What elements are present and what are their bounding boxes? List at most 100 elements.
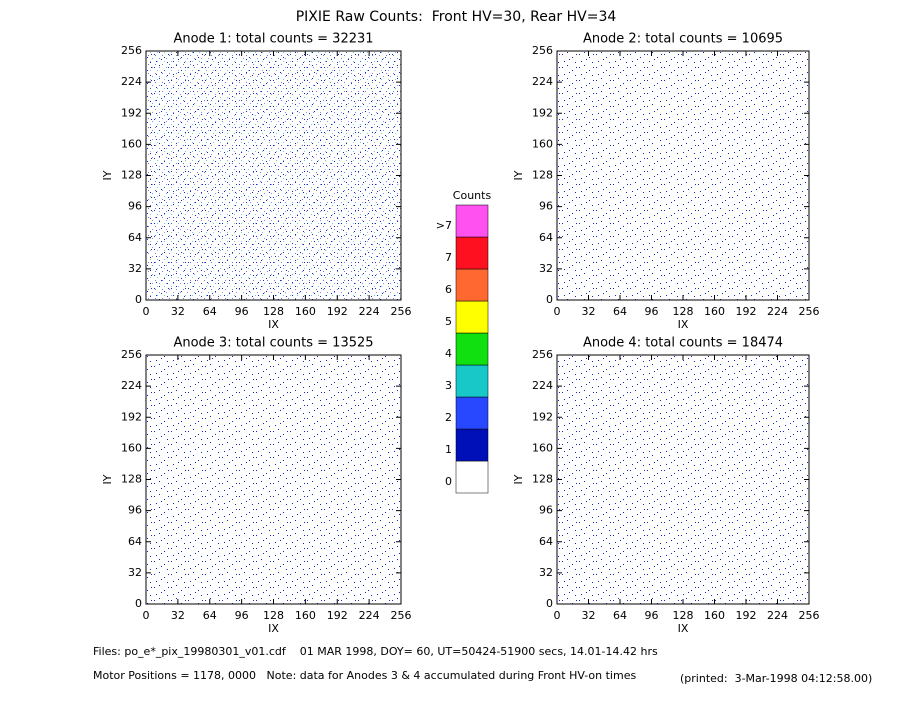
x-tick-label: 192 — [327, 305, 348, 318]
y-tick-label: 96 — [539, 504, 553, 517]
colorbar-label: 6 — [445, 283, 452, 296]
x-axis-label: IX — [268, 622, 279, 635]
x-tick-label: 224 — [359, 609, 380, 622]
x-tick-label: 64 — [203, 305, 217, 318]
colorbar-swatch — [455, 204, 489, 238]
x-tick-label: 192 — [736, 305, 757, 318]
x-tick-label: 256 — [799, 305, 820, 318]
y-tick-label: 32 — [539, 566, 553, 579]
footer-files: Files: po_e*_pix_19980301_v01.cdf 01 MAR… — [93, 645, 658, 658]
y-tick-label: 256 — [121, 44, 142, 57]
x-tick-label: 160 — [295, 609, 316, 622]
colorbar-label: 4 — [445, 347, 452, 360]
panel-title: Anode 4: total counts = 18474 — [583, 336, 783, 351]
x-tick-label: 256 — [391, 609, 412, 622]
x-tick-label: 128 — [263, 305, 284, 318]
panel-title: Anode 1: total counts = 32231 — [173, 32, 373, 47]
x-tick-label: 32 — [171, 609, 185, 622]
x-tick-label: 128 — [673, 305, 694, 318]
x-tick-label: 96 — [235, 305, 249, 318]
x-tick-label: 256 — [799, 609, 820, 622]
colorbar-swatch — [455, 300, 489, 334]
y-tick-label: 0 — [135, 597, 142, 610]
y-axis-label: IY — [101, 170, 114, 180]
y-tick-label: 32 — [128, 262, 142, 275]
colorbar-swatch — [455, 268, 489, 302]
x-tick-label: 224 — [359, 305, 380, 318]
y-tick-label: 192 — [532, 410, 553, 423]
colorbar-swatch — [455, 332, 489, 366]
count-texture — [557, 51, 809, 300]
x-tick-label: 128 — [263, 609, 284, 622]
x-axis-label: IX — [678, 318, 689, 331]
x-tick-label: 224 — [767, 609, 788, 622]
y-tick-label: 96 — [128, 200, 142, 213]
x-tick-label: 64 — [613, 609, 627, 622]
y-tick-label: 64 — [128, 231, 142, 244]
x-tick-label: 160 — [704, 609, 725, 622]
colorbar-label: 7 — [445, 251, 452, 264]
panel-title: Anode 2: total counts = 10695 — [583, 32, 783, 47]
footer-printed: (printed: 3-Mar-1998 04:12:58.00) — [680, 672, 872, 685]
y-tick-label: 256 — [121, 348, 142, 361]
colorbar-swatch — [455, 364, 489, 398]
y-tick-label: 32 — [539, 262, 553, 275]
colorbar-title: Counts — [453, 189, 492, 202]
y-axis-label: IY — [512, 170, 525, 180]
colorbar-swatch — [455, 460, 489, 494]
footer-motor: Motor Positions = 1178, 0000 Note: data … — [93, 669, 636, 682]
colorbar-swatch — [455, 236, 489, 270]
y-tick-label: 0 — [546, 597, 553, 610]
y-tick-label: 128 — [532, 169, 553, 182]
colorbar-swatch — [455, 428, 489, 462]
y-tick-label: 192 — [121, 106, 142, 119]
y-tick-label: 64 — [128, 535, 142, 548]
x-axis-label: IX — [678, 622, 689, 635]
x-tick-label: 128 — [673, 609, 694, 622]
y-tick-label: 224 — [121, 379, 142, 392]
x-axis-label: IX — [268, 318, 279, 331]
y-tick-label: 128 — [121, 169, 142, 182]
colorbar-label: >7 — [436, 219, 452, 232]
y-axis-label: IY — [101, 474, 114, 484]
y-tick-label: 160 — [532, 441, 553, 454]
y-tick-label: 224 — [532, 75, 553, 88]
x-tick-label: 256 — [391, 305, 412, 318]
page-title: PIXIE Raw Counts: Front HV=30, Rear HV=3… — [296, 9, 617, 25]
x-tick-label: 160 — [295, 305, 316, 318]
colorbar-swatch — [455, 396, 489, 430]
x-tick-label: 32 — [582, 609, 596, 622]
y-tick-label: 32 — [128, 566, 142, 579]
colorbar-label: 2 — [445, 411, 452, 424]
y-tick-label: 224 — [121, 75, 142, 88]
y-tick-label: 0 — [135, 293, 142, 306]
y-tick-label: 64 — [539, 231, 553, 244]
y-tick-label: 128 — [532, 473, 553, 486]
colorbar-label: 5 — [445, 315, 452, 328]
x-tick-label: 64 — [203, 609, 217, 622]
x-tick-label: 0 — [554, 305, 561, 318]
panel-title: Anode 3: total counts = 13525 — [173, 336, 373, 351]
x-tick-label: 160 — [704, 305, 725, 318]
y-tick-label: 0 — [546, 293, 553, 306]
y-tick-label: 256 — [532, 44, 553, 57]
colorbar-label: 0 — [445, 475, 452, 488]
x-tick-label: 224 — [767, 305, 788, 318]
x-tick-label: 0 — [143, 609, 150, 622]
y-tick-label: 128 — [121, 473, 142, 486]
y-tick-label: 96 — [539, 200, 553, 213]
x-tick-label: 96 — [645, 305, 659, 318]
y-tick-label: 160 — [121, 441, 142, 454]
y-axis-label: IY — [512, 474, 525, 484]
y-tick-label: 160 — [121, 137, 142, 150]
x-tick-label: 64 — [613, 305, 627, 318]
x-tick-label: 192 — [736, 609, 757, 622]
y-tick-label: 256 — [532, 348, 553, 361]
x-tick-label: 96 — [235, 609, 249, 622]
y-tick-label: 192 — [121, 410, 142, 423]
y-tick-label: 96 — [128, 504, 142, 517]
count-texture — [557, 355, 809, 604]
count-texture — [146, 51, 401, 300]
